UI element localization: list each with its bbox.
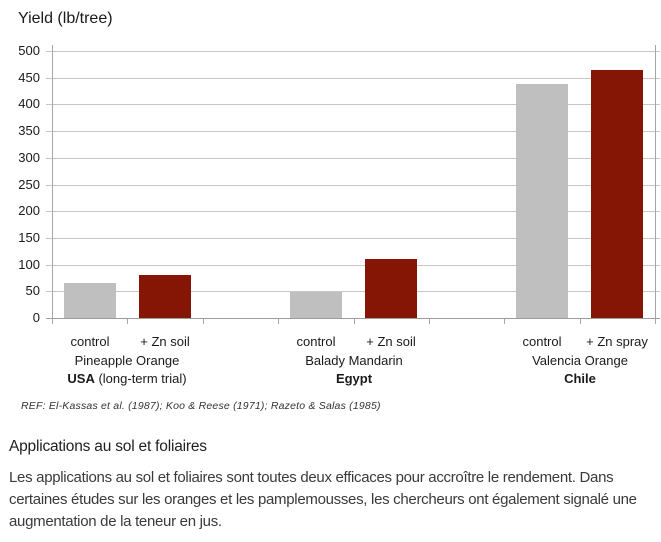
bar-label: + Zn soil	[140, 334, 190, 349]
gridline-100	[46, 265, 660, 266]
country-name: USA	[67, 371, 95, 386]
gridline-250	[46, 185, 660, 186]
x-axis-tick	[203, 319, 204, 324]
y-axis-label: 500	[18, 43, 40, 58]
gridline-0	[46, 318, 660, 319]
x-axis-tick	[655, 319, 656, 324]
y-axis-label: 50	[25, 283, 40, 298]
bar-egypt-zinc	[365, 259, 417, 318]
y-axis-label: 300	[18, 150, 40, 165]
right-border-line	[655, 45, 656, 318]
country-label: USA (long-term trial)	[17, 371, 237, 387]
section-heading: Applications au sol et foliaires	[9, 438, 207, 455]
y-axis-label: 400	[18, 96, 40, 111]
variety-label: Pineapple Orange	[74, 353, 180, 368]
bar-usa-control	[64, 283, 116, 318]
chart-title: Yield (lb/tree)	[18, 10, 113, 27]
gridline-450	[46, 78, 660, 79]
country-name: Chile	[564, 371, 596, 386]
gridline-150	[46, 238, 660, 239]
gridline-300	[46, 158, 660, 159]
country-label: Chile	[470, 371, 661, 387]
text-section: Applications au sol et foliaires Les app…	[9, 438, 649, 533]
gridline-200	[46, 211, 660, 212]
y-axis-label: 250	[18, 177, 40, 192]
bar-usa-zinc	[139, 275, 191, 318]
bar-label: + Zn spray	[586, 334, 648, 349]
y-axis-label: 450	[18, 70, 40, 85]
x-axis-tick	[52, 319, 53, 324]
country-note: (long-term trial)	[94, 371, 187, 386]
bar-chile-zinc	[591, 70, 643, 318]
gridline-50	[46, 291, 660, 292]
section-body: Les applications au sol et foliaires son…	[9, 469, 637, 530]
gridline-400	[46, 104, 660, 105]
y-axis-label: 350	[18, 123, 40, 138]
bar-chile-control	[516, 84, 568, 318]
y-axis-label: 150	[18, 230, 40, 245]
gridline-350	[46, 131, 660, 132]
y-axis-label: 0	[32, 310, 40, 325]
bar-label: control	[296, 334, 336, 349]
y-axis-line	[52, 45, 53, 318]
bar-egypt-control	[290, 292, 342, 318]
yield-bar-chart: 0 50 100 150 200 250 300 350 400 450 500 control + Z…	[17, 43, 661, 387]
country-label: Egypt	[244, 371, 464, 387]
x-axis-tick	[580, 319, 581, 324]
x-axis-tick	[354, 319, 355, 324]
bar-label: control	[70, 334, 110, 349]
variety-label: Valencia Orange	[532, 353, 628, 368]
x-axis-tick	[278, 319, 279, 324]
y-axis-label: 200	[18, 203, 40, 218]
country-name: Egypt	[335, 371, 373, 386]
x-axis-tick	[504, 319, 505, 324]
gridline-500	[46, 51, 660, 52]
chart-reference: REF: El-Kassas et al. (1987); Koo & Rees…	[21, 400, 381, 412]
bar-label: + Zn soil	[366, 334, 416, 349]
variety-label: Balady Mandarin	[305, 353, 403, 368]
bar-label: control	[522, 334, 562, 349]
y-axis-label: 100	[18, 257, 40, 272]
x-axis-tick	[127, 319, 128, 324]
x-axis-tick	[429, 319, 430, 324]
